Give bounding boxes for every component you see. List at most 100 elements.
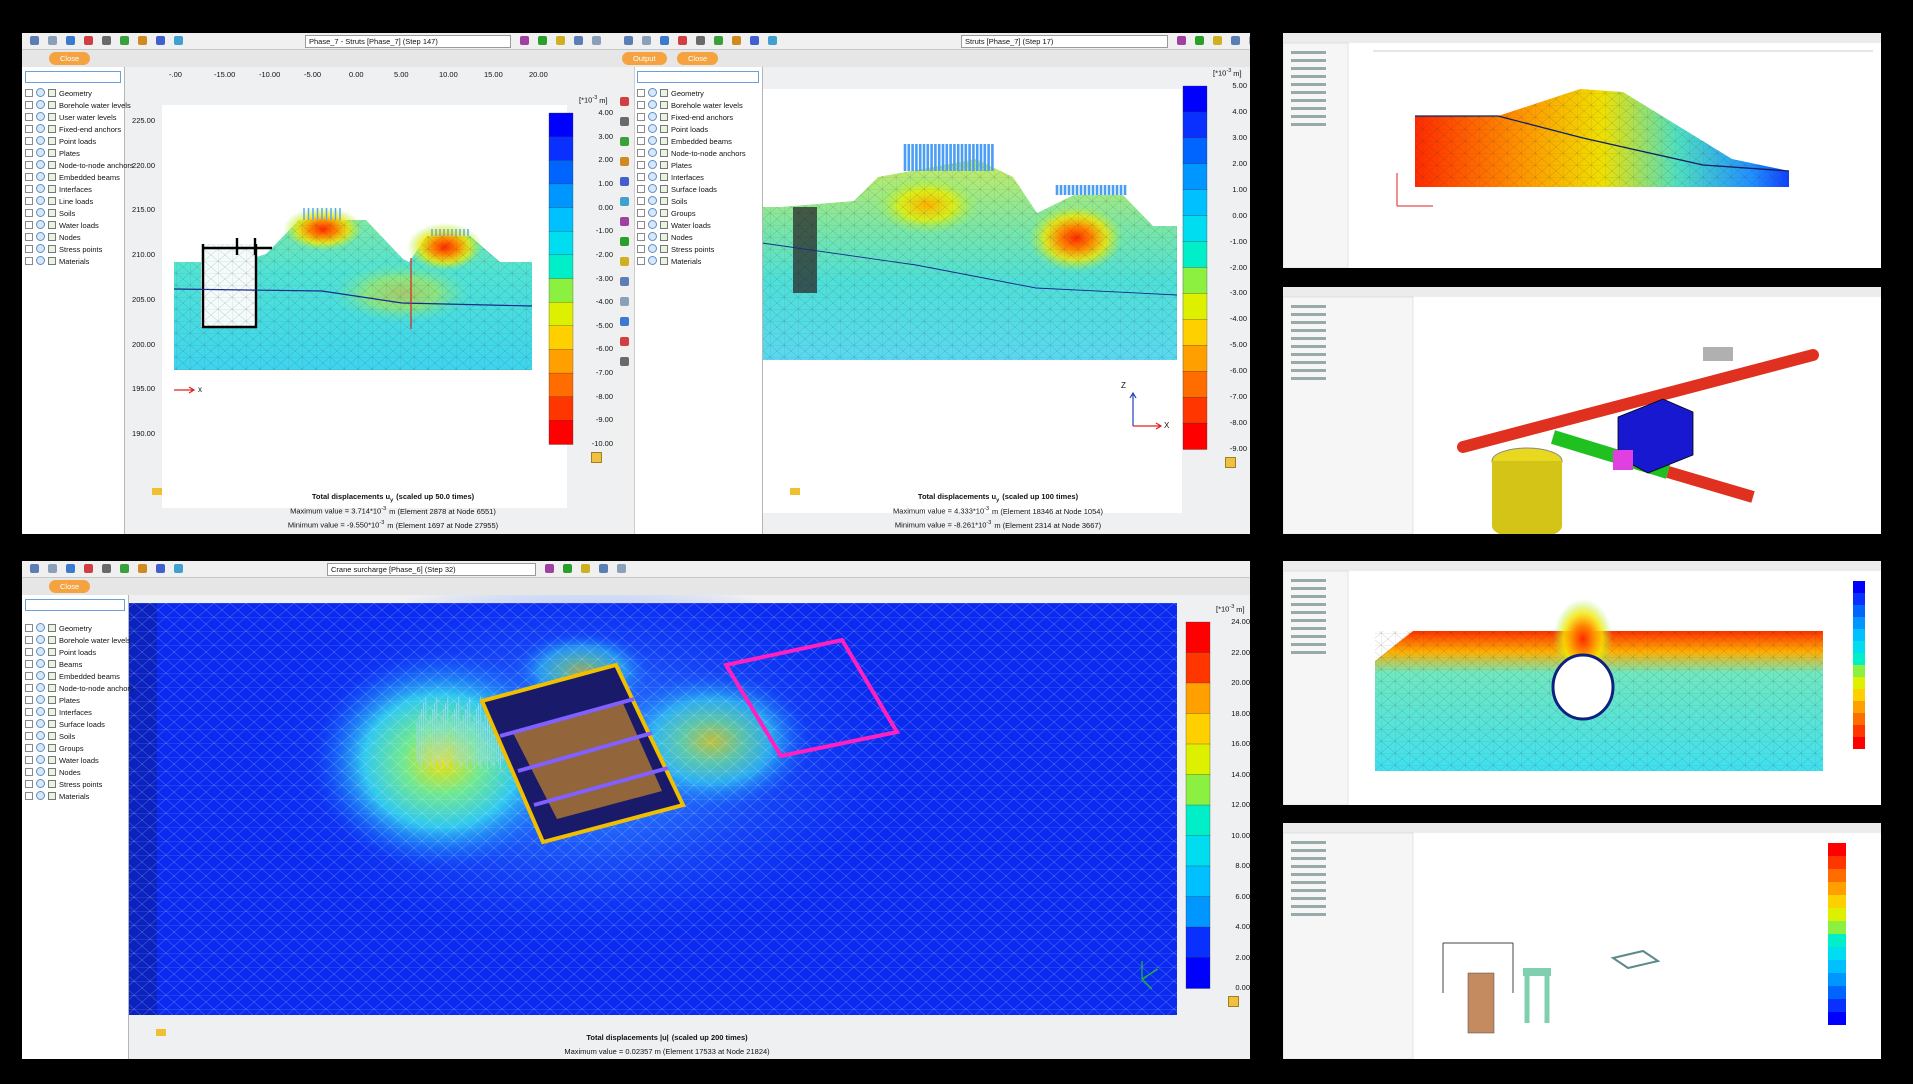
tree-item[interactable]: Geometry xyxy=(25,88,92,100)
checkbox[interactable] xyxy=(660,221,668,229)
tree-item[interactable]: Surface loads xyxy=(637,184,717,196)
visibility-toggle[interactable] xyxy=(36,136,45,145)
visibility-toggle[interactable] xyxy=(36,148,45,157)
tree-item[interactable]: Groups xyxy=(637,208,696,220)
tree-item[interactable]: Plates xyxy=(637,160,692,172)
visibility-toggle[interactable] xyxy=(36,791,45,800)
search-box[interactable] xyxy=(25,71,121,83)
visibility-toggle[interactable] xyxy=(648,88,657,97)
phase-dropdown[interactable]: Crane surcharge [Phase_6] (Step 32) xyxy=(327,563,536,576)
checkbox[interactable] xyxy=(48,792,56,800)
visibility-toggle[interactable] xyxy=(648,256,657,265)
checkbox[interactable] xyxy=(48,744,56,752)
toolbar-button[interactable] xyxy=(48,36,57,45)
visibility-toggle[interactable] xyxy=(648,208,657,217)
checkbox[interactable] xyxy=(660,149,668,157)
expand-toggle[interactable] xyxy=(25,684,33,692)
checkbox[interactable] xyxy=(48,648,56,656)
visibility-toggle[interactable] xyxy=(36,100,45,109)
lock-icon[interactable] xyxy=(591,452,602,463)
checkbox[interactable] xyxy=(48,197,56,205)
expand-toggle[interactable] xyxy=(25,245,33,253)
search-box[interactable] xyxy=(25,599,125,611)
expand-toggle[interactable] xyxy=(25,720,33,728)
visibility-toggle[interactable] xyxy=(36,743,45,752)
toolbar-button[interactable] xyxy=(678,36,687,45)
visibility-toggle[interactable] xyxy=(36,124,45,133)
toolbar-button[interactable] xyxy=(545,564,554,573)
expand-toggle[interactable] xyxy=(25,137,33,145)
toolbar-button[interactable] xyxy=(642,36,651,45)
toolbar-button[interactable] xyxy=(1177,36,1186,45)
visibility-toggle[interactable] xyxy=(648,100,657,109)
visibility-toggle[interactable] xyxy=(648,244,657,253)
tree-item[interactable]: Node-to-node anchors xyxy=(25,160,134,172)
close-tab[interactable]: Close xyxy=(677,52,719,65)
tree-item[interactable]: Fixed-end anchors xyxy=(637,112,733,124)
side-tool[interactable] xyxy=(620,337,629,346)
toolbar-button[interactable] xyxy=(156,564,165,573)
side-tool[interactable] xyxy=(620,97,629,106)
tree-item[interactable]: Water loads xyxy=(637,220,711,232)
visibility-toggle[interactable] xyxy=(36,88,45,97)
checkbox[interactable] xyxy=(660,245,668,253)
expand-toggle[interactable] xyxy=(25,768,33,776)
expand-toggle[interactable] xyxy=(637,209,645,217)
visibility-toggle[interactable] xyxy=(36,220,45,229)
toolbar-button[interactable] xyxy=(714,36,723,45)
expand-toggle[interactable] xyxy=(25,101,33,109)
toolbar-button[interactable] xyxy=(660,36,669,45)
visibility-toggle[interactable] xyxy=(648,136,657,145)
tree-item[interactable]: Beams xyxy=(25,659,82,671)
tree-item[interactable]: Soils xyxy=(25,731,75,743)
checkbox[interactable] xyxy=(48,257,56,265)
tree-item[interactable]: Point loads xyxy=(25,647,96,659)
visibility-toggle[interactable] xyxy=(36,635,45,644)
toolbar-button[interactable] xyxy=(1213,36,1222,45)
checkbox[interactable] xyxy=(660,125,668,133)
visibility-toggle[interactable] xyxy=(648,220,657,229)
visibility-toggle[interactable] xyxy=(36,707,45,716)
folder-icon[interactable] xyxy=(152,488,162,495)
expand-toggle[interactable] xyxy=(637,185,645,193)
lock-icon[interactable] xyxy=(1225,457,1236,468)
side-tool[interactable] xyxy=(620,357,629,366)
expand-toggle[interactable] xyxy=(25,624,33,632)
visibility-toggle[interactable] xyxy=(36,671,45,680)
visibility-toggle[interactable] xyxy=(36,623,45,632)
expand-toggle[interactable] xyxy=(637,173,645,181)
tree-item[interactable]: Materials xyxy=(25,791,89,803)
checkbox[interactable] xyxy=(660,197,668,205)
checkbox[interactable] xyxy=(48,245,56,253)
side-tool[interactable] xyxy=(620,137,629,146)
lock-icon[interactable] xyxy=(1228,996,1239,1007)
checkbox[interactable] xyxy=(48,660,56,668)
side-tool[interactable] xyxy=(620,197,629,206)
toolbar-button[interactable] xyxy=(768,36,777,45)
tree-item[interactable]: Interfaces xyxy=(637,172,704,184)
toolbar-button[interactable] xyxy=(592,36,601,45)
visibility-toggle[interactable] xyxy=(36,244,45,253)
expand-toggle[interactable] xyxy=(25,744,33,752)
phase-dropdown[interactable]: Phase_7 - Struts [Phase_7] (Step 147) xyxy=(305,35,511,48)
visibility-toggle[interactable] xyxy=(36,731,45,740)
toolbar-button[interactable] xyxy=(1195,36,1204,45)
expand-toggle[interactable] xyxy=(637,101,645,109)
visibility-toggle[interactable] xyxy=(36,767,45,776)
checkbox[interactable] xyxy=(48,101,56,109)
tree-item[interactable]: Interfaces xyxy=(25,707,92,719)
tree-item[interactable]: Nodes xyxy=(25,767,81,779)
visibility-toggle[interactable] xyxy=(36,112,45,121)
checkbox[interactable] xyxy=(660,89,668,97)
expand-toggle[interactable] xyxy=(25,648,33,656)
close-tab[interactable]: Close xyxy=(49,580,91,593)
toolbar-button[interactable] xyxy=(1231,36,1240,45)
expand-toggle[interactable] xyxy=(25,113,33,121)
toolbar-button[interactable] xyxy=(138,564,147,573)
expand-toggle[interactable] xyxy=(25,149,33,157)
toolbar-button[interactable] xyxy=(732,36,741,45)
side-tool[interactable] xyxy=(620,257,629,266)
toolbar-button[interactable] xyxy=(66,36,75,45)
toolbar-button[interactable] xyxy=(102,564,111,573)
checkbox[interactable] xyxy=(48,149,56,157)
